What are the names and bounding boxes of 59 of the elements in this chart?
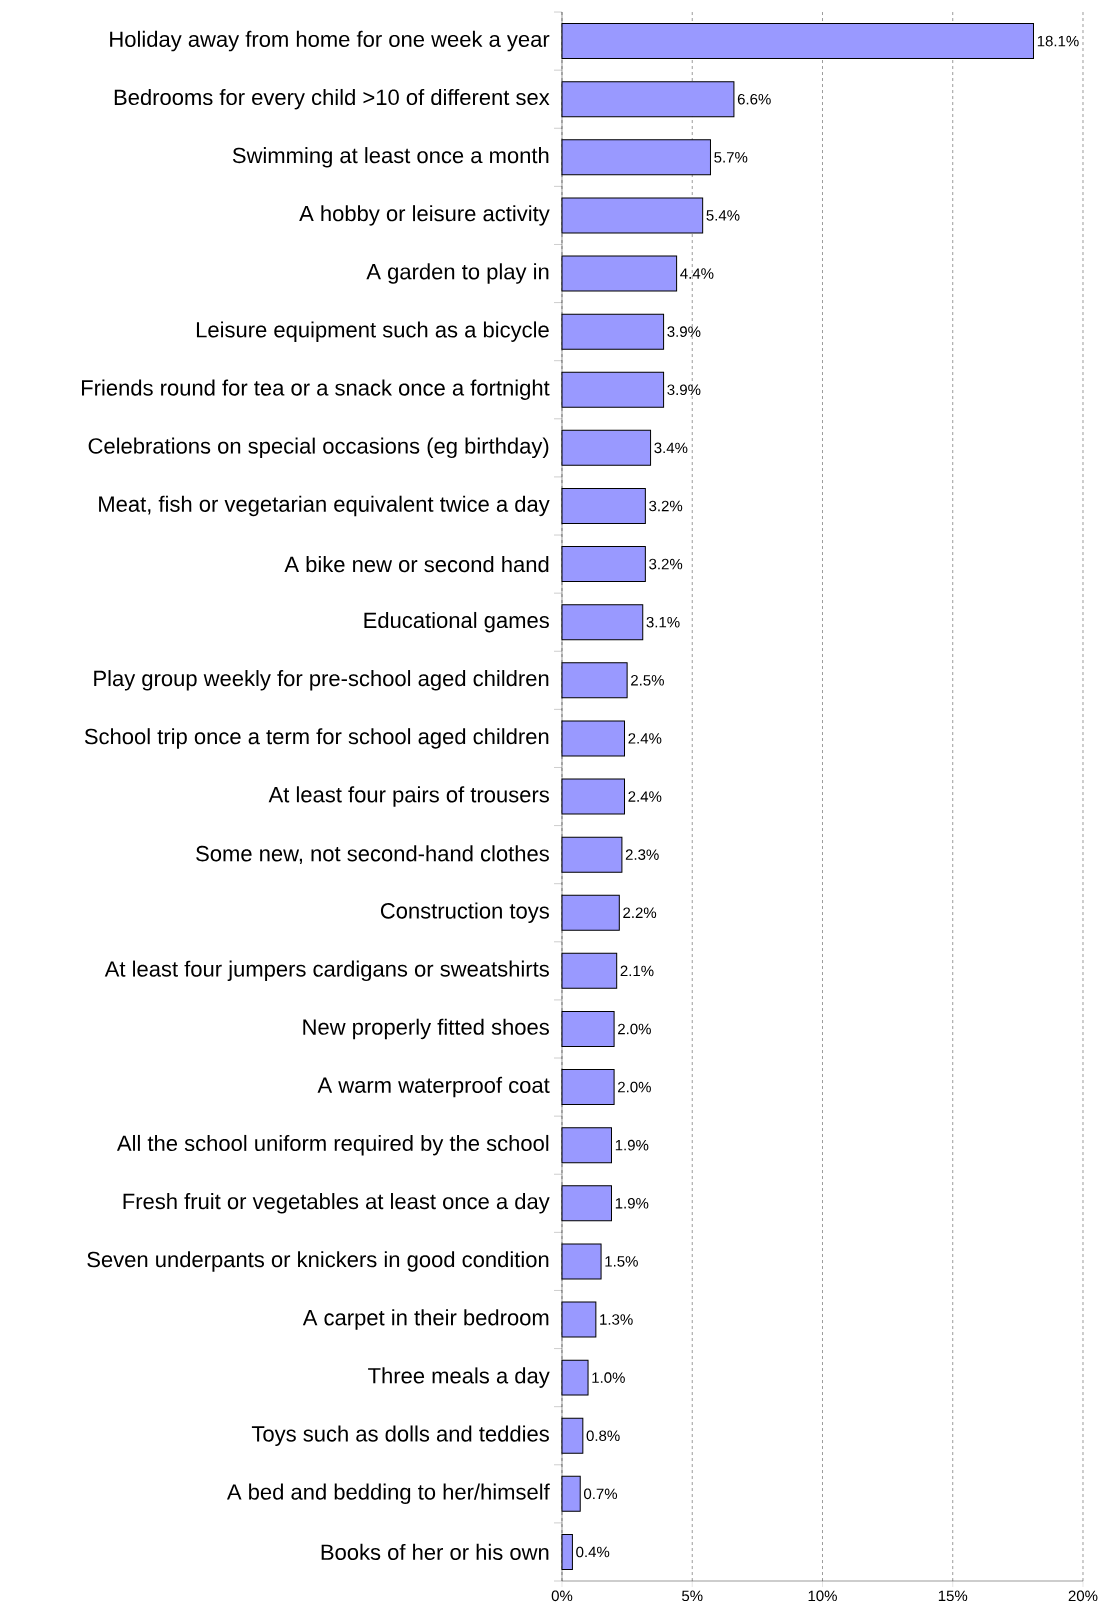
data-label: 5.4% bbox=[706, 210, 740, 221]
y-tick-label: A bike new or second hand bbox=[284, 556, 549, 573]
data-label: 6.6% bbox=[737, 93, 771, 105]
data-label: 5.7% bbox=[714, 152, 748, 163]
data-label: 2.5% bbox=[631, 674, 664, 686]
data-label: 0.7% bbox=[584, 1488, 618, 1500]
data-label: 2.1% bbox=[620, 965, 654, 977]
y-tick-label: Leisure equipment such as a bicycle bbox=[196, 321, 549, 342]
y-tick-label: All the school uniform required by the school bbox=[116, 1134, 549, 1156]
data-label: 2.3% bbox=[625, 849, 659, 860]
y-tick-label: Toys such as dolls and teddies bbox=[251, 1425, 549, 1446]
y-tick-label: A bed and bedding to her/himself bbox=[226, 1483, 550, 1505]
y-tick-label: At least four pairs of trousers bbox=[268, 786, 549, 807]
y-tick-label: A carpet in their bedroom bbox=[302, 1309, 549, 1330]
y-tick-label: Holiday away from home for one week a year bbox=[110, 30, 550, 52]
y-tick-label: Meat, fish or vegetarian equivalent twice a day bbox=[99, 495, 550, 517]
y-tick-label: Books of her or his own bbox=[321, 1543, 549, 1561]
y-tick-label: A warm waterproof coat bbox=[317, 1076, 550, 1098]
data-label: 0.8% bbox=[586, 1430, 620, 1442]
y-tick-label: A garden to play in bbox=[366, 263, 549, 284]
y-tick-label: Three meals a day bbox=[368, 1367, 550, 1388]
y-tick-label: Educational games bbox=[364, 611, 549, 633]
data-label: 1.0% bbox=[592, 1372, 625, 1383]
data-label: 1.9% bbox=[615, 1139, 649, 1151]
data-label: 3.9% bbox=[667, 326, 701, 337]
y-tick-label: Bedrooms for every child >10 of different sex bbox=[114, 88, 550, 110]
data-label: 3.9% bbox=[667, 384, 701, 396]
y-tick-label: Construction toys bbox=[380, 902, 549, 923]
y-tick-label: Fresh fruit or vegetables at least once a day bbox=[123, 1193, 550, 1214]
y-tick-label: Some new, not second-hand clothes bbox=[196, 845, 549, 865]
x-tick-label: 15% bbox=[938, 1590, 968, 1602]
data-label: 3.2% bbox=[649, 558, 683, 570]
y-tick-label: Seven underpants or knickers in good condition bbox=[87, 1251, 549, 1272]
y-tick-label: At least four jumpers cardigans or sweatshirts bbox=[104, 960, 549, 982]
data-label: 3.4% bbox=[654, 442, 688, 454]
data-label: 0.4% bbox=[576, 1546, 610, 1558]
data-label: 18.1% bbox=[1037, 35, 1079, 47]
data-label: 3.2% bbox=[649, 500, 683, 512]
y-tick-label: Play group weekly for pre-school aged children bbox=[94, 670, 549, 691]
x-tick-label: 5% bbox=[682, 1590, 703, 1602]
data-label: 1.3% bbox=[600, 1314, 633, 1325]
y-tick-label: New properly fitted shoes bbox=[303, 1018, 549, 1040]
x-tick-label: 0% bbox=[551, 1590, 573, 1602]
data-label: 2.4% bbox=[628, 791, 662, 802]
x-tick-label: 20% bbox=[1068, 1590, 1098, 1602]
data-label: 4.4% bbox=[680, 268, 714, 279]
data-label: 2.2% bbox=[623, 907, 657, 919]
x-tick-label: 10% bbox=[808, 1590, 837, 1602]
data-label: 2.0% bbox=[618, 1081, 651, 1093]
y-tick-label: School trip once a term for school aged children bbox=[84, 728, 549, 749]
y-tick-label: Celebrations on special occasions (eg birthday) bbox=[88, 437, 549, 459]
y-tick-label: A hobby or leisure activity bbox=[299, 205, 550, 226]
y-tick-label: Friends round for tea or a snack once a fortnight bbox=[82, 379, 550, 401]
data-label: 2.4% bbox=[628, 733, 662, 744]
data-label: 2.0% bbox=[618, 1023, 651, 1035]
data-label: 1.9% bbox=[615, 1197, 649, 1209]
y-tick-label: Swimming at least once a month bbox=[232, 147, 549, 168]
data-label: 1.5% bbox=[605, 1256, 638, 1267]
data-label: 3.1% bbox=[646, 616, 680, 628]
